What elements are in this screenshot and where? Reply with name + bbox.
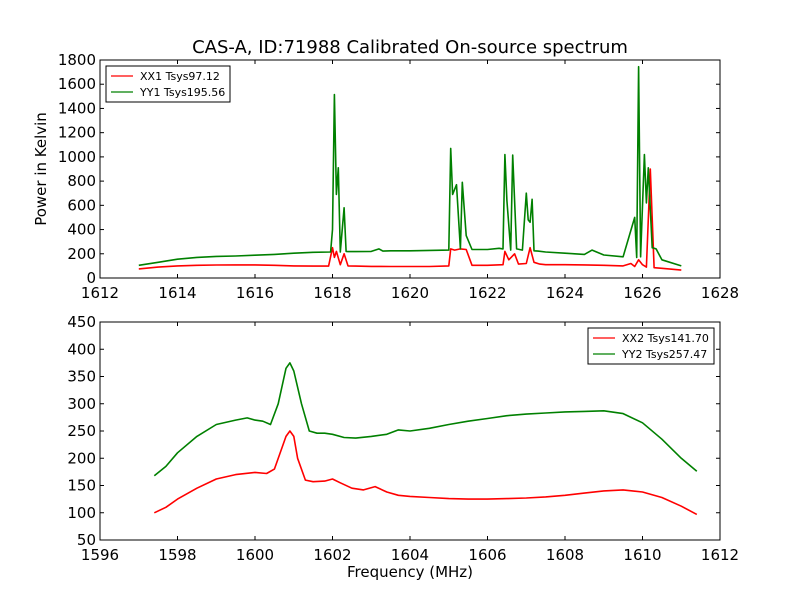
top-y-axis-label: Power in Kelvin: [32, 112, 50, 226]
bottom-y-tick-label: 200: [67, 449, 96, 467]
top-y-tick-label: 400: [67, 221, 96, 239]
figure-title: CAS-A, ID:71988 Calibrated On-source spe…: [192, 37, 628, 58]
bottom-x-tick-label: 1604: [391, 546, 429, 564]
bottom-series-line-2: [153, 362, 698, 477]
bottom-y-tick-label: 100: [67, 504, 96, 522]
top-x-tick-label: 1624: [546, 284, 584, 302]
bottom-legend-box: [587, 327, 715, 365]
bottom-x-tick-label: 1608: [546, 546, 584, 564]
top-x-tick-label: 1612: [81, 284, 119, 302]
top-series-line-1: [138, 168, 682, 271]
top-y-tick-label: 1200: [58, 124, 96, 142]
bottom-y-tick-label: 450: [67, 313, 96, 331]
top-y-tick-label: 1400: [58, 99, 96, 117]
top-x-tick-label: 1616: [236, 284, 274, 302]
bottom-y-tick-label: 300: [67, 395, 96, 413]
top-legend-box: [105, 65, 231, 103]
top-x-tick-label: 1618: [313, 284, 351, 302]
top-y-tick-label: 1600: [58, 75, 96, 93]
bottom-spectrum-panel: 1596 1598 1600 1602 1604 1606 1608 1610 1612 50 10…: [67, 313, 739, 581]
bottom-x-tick-label: 1606: [468, 546, 506, 564]
bottom-y-tick-label: 150: [67, 477, 96, 495]
top-y-tick-label: 0: [86, 269, 96, 287]
bottom-x-tick-label: 1610: [623, 546, 661, 564]
top-x-tick-label: 1622: [468, 284, 506, 302]
bottom-x-tick-label: 1612: [701, 546, 739, 564]
top-x-tick-label: 1614: [158, 284, 196, 302]
top-y-tick-label: 800: [67, 172, 96, 190]
top-x-tick-label: 1628: [701, 284, 739, 302]
top-spectrum-panel: 1612 1614 1616 1618 1620 1622 1624 1626 1628 0 200…: [32, 51, 739, 302]
bottom-x-tick-label: 1596: [81, 546, 119, 564]
top-legend-label-2: YY1 Tsys195.56: [139, 86, 225, 99]
top-x-tick-label: 1626: [623, 284, 661, 302]
top-y-tick-label: 200: [67, 245, 96, 263]
bottom-legend-label-2: YY2 Tsys257.47: [621, 348, 707, 361]
bottom-y-tick-label: 50: [77, 531, 96, 549]
bottom-series-line-1: [153, 430, 698, 516]
top-x-tick-label: 1620: [391, 284, 429, 302]
bottom-legend: XX2 Tsys141.70 YY2 Tsys257.47: [587, 327, 715, 365]
top-y-tick-label: 1800: [58, 51, 96, 69]
top-y-tick-label: 1000: [58, 148, 96, 166]
top-legend-label-1: XX1 Tsys97.12: [140, 70, 220, 83]
bottom-y-tick-label: 400: [67, 340, 96, 358]
bottom-x-tick-label: 1602: [313, 546, 351, 564]
bottom-x-tick-label: 1600: [236, 546, 274, 564]
bottom-x-axis-label: Frequency (MHz): [347, 563, 473, 581]
top-series-line-2: [138, 65, 682, 267]
top-y-tick-label: 600: [67, 196, 96, 214]
bottom-y-tick-label: 250: [67, 422, 96, 440]
bottom-legend-label-1: XX2 Tsys141.70: [622, 332, 709, 345]
top-legend: XX1 Tsys97.12 YY1 Tsys195.56: [105, 65, 231, 103]
bottom-x-tick-label: 1598: [158, 546, 196, 564]
bottom-y-tick-label: 350: [67, 368, 96, 386]
